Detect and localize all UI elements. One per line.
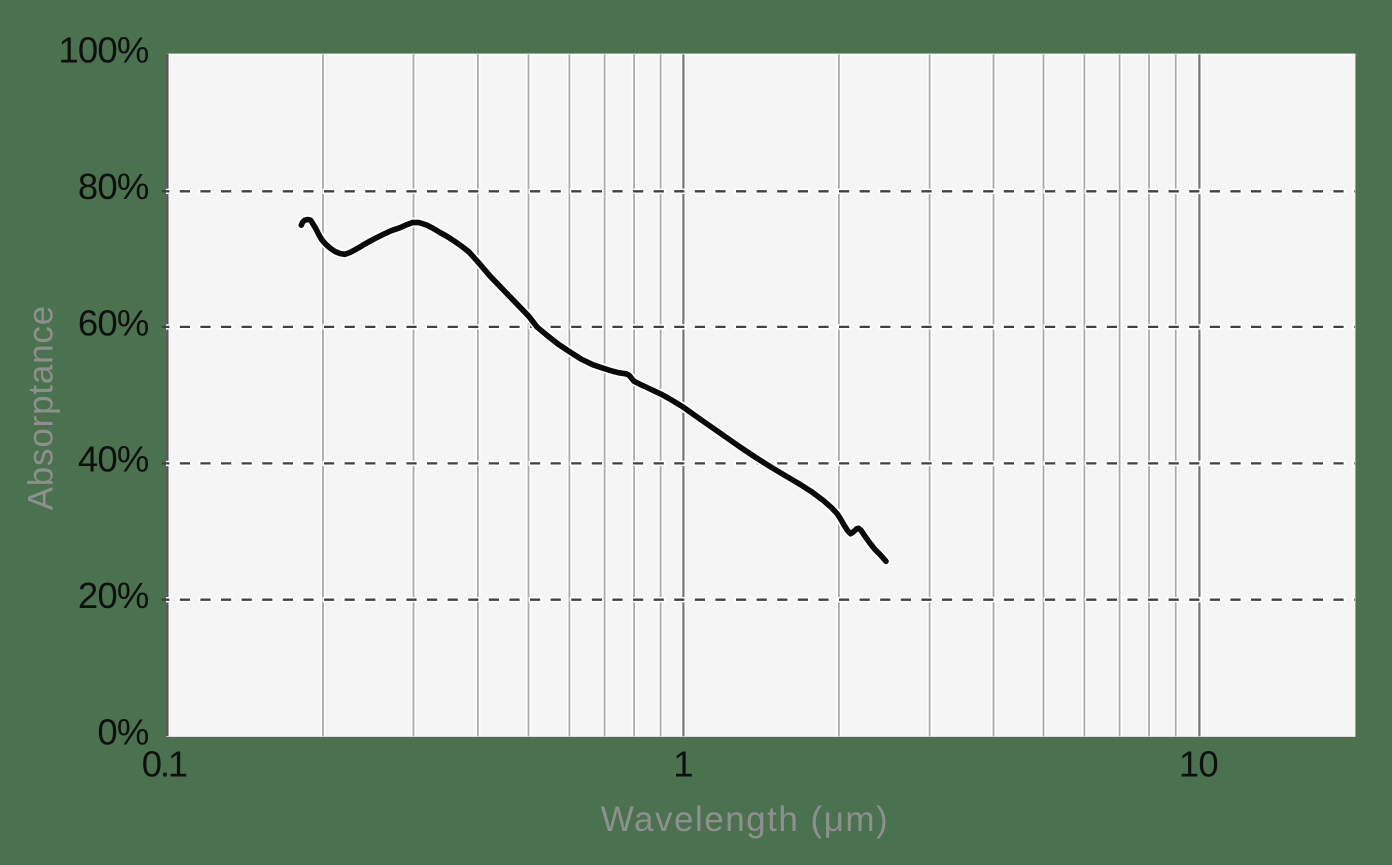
svg-text:0%: 0% xyxy=(97,711,148,752)
svg-text:Wavelength (μm): Wavelength (μm) xyxy=(601,800,889,839)
svg-text:0.1: 0.1 xyxy=(142,744,187,785)
svg-text:Absorptance: Absorptance xyxy=(21,305,60,510)
svg-text:40%: 40% xyxy=(78,439,149,480)
svg-text:10: 10 xyxy=(1179,744,1218,785)
svg-text:60%: 60% xyxy=(78,302,149,343)
svg-text:20%: 20% xyxy=(78,575,149,616)
svg-text:100%: 100% xyxy=(58,30,148,71)
svg-text:1: 1 xyxy=(673,744,693,785)
svg-text:80%: 80% xyxy=(78,166,149,207)
